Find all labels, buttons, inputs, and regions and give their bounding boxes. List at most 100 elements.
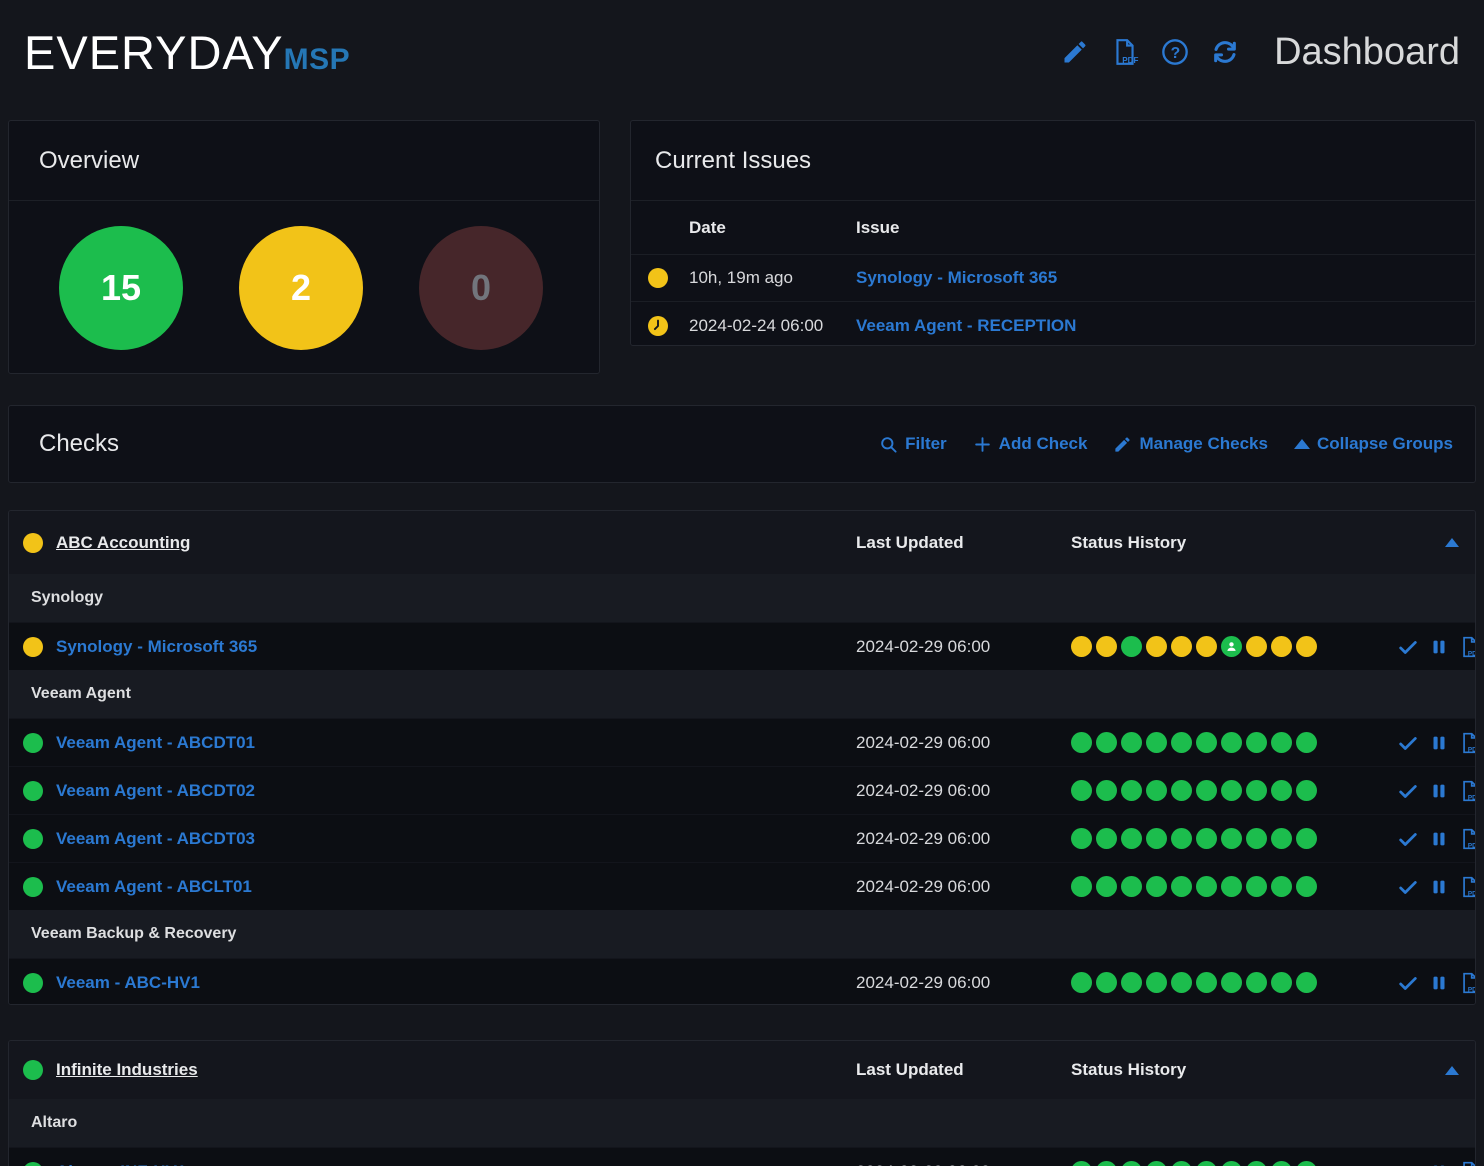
add-check-button[interactable]: Add Check [973, 434, 1088, 454]
history-dot [1296, 636, 1317, 657]
section-header-veeam-agent: Veeam Agent [9, 670, 1475, 718]
pause-icon[interactable] [1427, 827, 1450, 850]
check-row: Veeam Agent - ABCLT01 2024-02-29 06:00 P… [9, 862, 1475, 910]
pencil-icon [1113, 435, 1132, 454]
plus-icon [973, 435, 992, 454]
dashboard-page: EVERYDAYMSP PDF ? [0, 0, 1484, 1166]
history-dot [1171, 1161, 1192, 1166]
add-check-label: Add Check [999, 434, 1088, 454]
date-column-header: Date [689, 218, 856, 238]
pdf-report-icon[interactable]: PDF [1458, 731, 1476, 754]
acknowledge-check-icon[interactable] [1396, 635, 1419, 658]
history-dot [1246, 828, 1267, 849]
checks-toolbar: Filter Add Check Manage Checks Collapse … [879, 434, 1453, 454]
check-link[interactable]: Veeam - ABC-HV1 [56, 973, 856, 993]
row-actions: PDF [1396, 635, 1476, 658]
row-actions: PDF [1396, 731, 1476, 754]
help-icon[interactable]: ? [1160, 37, 1190, 67]
acknowledged-person-icon [1224, 639, 1239, 654]
manage-checks-button[interactable]: Manage Checks [1113, 434, 1268, 454]
check-link[interactable]: Veeam Agent - ABCLT01 [56, 877, 856, 897]
issue-link[interactable]: Synology - Microsoft 365 [856, 268, 1475, 288]
history-dot [1121, 828, 1142, 849]
history-dot [1296, 780, 1317, 801]
history-dot [1071, 876, 1092, 897]
row-actions: PDF [1396, 971, 1476, 994]
group-name-link[interactable]: Infinite Industries [56, 1060, 856, 1080]
pdf-report-icon[interactable]: PDF [1458, 971, 1476, 994]
status-history [1071, 876, 1396, 897]
history-dot [1246, 732, 1267, 753]
svg-text:PDF: PDF [1467, 794, 1476, 801]
group-name-link[interactable]: ABC Accounting [56, 533, 856, 553]
pdf-report-icon[interactable]: PDF [1458, 635, 1476, 658]
acknowledge-check-icon[interactable] [1396, 731, 1419, 754]
pause-icon[interactable] [1427, 731, 1450, 754]
history-dot [1271, 972, 1292, 993]
manage-checks-label: Manage Checks [1139, 434, 1268, 454]
pause-icon[interactable] [1427, 971, 1450, 994]
history-dot [1296, 1161, 1317, 1166]
refresh-icon[interactable] [1210, 37, 1240, 67]
group-header-row: Infinite Industries Last Updated Status … [9, 1041, 1475, 1099]
pdf-report-icon[interactable]: PDF [1458, 827, 1476, 850]
check-link[interactable]: Synology - Microsoft 365 [56, 637, 856, 657]
check-link[interactable]: Veeam Agent - ABCDT01 [56, 733, 856, 753]
history-dot [1296, 732, 1317, 753]
section-title: Veeam Backup & Recovery [31, 925, 236, 943]
pdf-report-icon[interactable]: PDF [1458, 779, 1476, 802]
history-dot [1271, 1161, 1292, 1166]
history-dot-acknowledged [1221, 636, 1242, 657]
history-dot [1146, 636, 1167, 657]
collapse-groups-button[interactable]: Collapse Groups [1294, 434, 1453, 454]
pause-icon[interactable] [1427, 635, 1450, 658]
check-link[interactable]: Veeam Agent - ABCDT02 [56, 781, 856, 801]
svg-text:?: ? [1171, 45, 1181, 62]
checks-title: Checks [31, 430, 119, 458]
check-link[interactable]: Altaro - INF-HV1 [56, 1162, 856, 1166]
history-dot [1096, 828, 1117, 849]
pause-icon[interactable] [1427, 875, 1450, 898]
check-status-dot [23, 973, 43, 993]
page-title: Dashboard [1274, 31, 1460, 74]
current-issues-panel: Current Issues Date Issue 10h, 19m ago S… [630, 120, 1476, 346]
status-history [1071, 1161, 1396, 1166]
history-dot [1171, 972, 1192, 993]
acknowledge-check-icon[interactable] [1396, 875, 1419, 898]
check-group-infinite-industries: Infinite Industries Last Updated Status … [8, 1040, 1476, 1166]
acknowledge-check-icon[interactable] [1396, 779, 1419, 802]
current-issues-table: Date Issue 10h, 19m ago Synology - Micro… [631, 201, 1475, 349]
history-dot [1196, 636, 1217, 657]
pause-icon[interactable] [1427, 779, 1450, 802]
collapse-group-control[interactable] [1396, 1066, 1475, 1075]
edit-icon[interactable] [1060, 37, 1090, 67]
pdf-report-icon[interactable]: PDF [1458, 1160, 1476, 1166]
history-dot [1221, 1161, 1242, 1166]
pdf-report-icon[interactable]: PDF [1458, 875, 1476, 898]
history-dot [1146, 1161, 1167, 1166]
section-header-altaro: Altaro [9, 1099, 1475, 1147]
issue-link[interactable]: Veeam Agent - RECEPTION [856, 316, 1475, 336]
history-dot [1146, 972, 1167, 993]
filter-button[interactable]: Filter [879, 434, 947, 454]
row-actions: PDF [1396, 1160, 1476, 1166]
counter-warning: 2 [239, 226, 363, 350]
triangle-up-icon [1445, 1066, 1459, 1075]
current-issues-title: Current Issues [655, 147, 811, 175]
acknowledge-check-icon[interactable] [1396, 827, 1419, 850]
acknowledge-check-icon[interactable] [1396, 971, 1419, 994]
pause-icon[interactable] [1427, 1160, 1450, 1166]
issue-column-header: Issue [856, 218, 1475, 238]
history-dot [1196, 732, 1217, 753]
row-actions: PDF [1396, 779, 1476, 802]
check-status-dot [23, 1162, 43, 1166]
history-dot [1221, 876, 1242, 897]
acknowledge-check-icon[interactable] [1396, 1160, 1419, 1166]
last-updated-column-header: Last Updated [856, 1060, 1071, 1080]
collapse-group-control[interactable] [1396, 538, 1475, 547]
export-pdf-icon[interactable]: PDF [1110, 37, 1140, 67]
history-dot [1096, 732, 1117, 753]
top-bar: EVERYDAYMSP PDF ? [0, 0, 1484, 104]
check-link[interactable]: Veeam Agent - ABCDT03 [56, 829, 856, 849]
history-dot [1096, 636, 1117, 657]
